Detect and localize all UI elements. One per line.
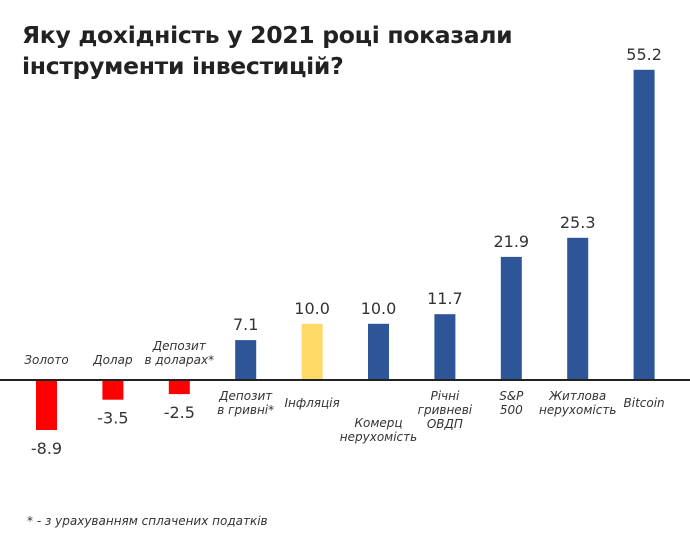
category-label: Інфляція <box>284 396 339 410</box>
category-label-line: нерухомість <box>539 403 616 417</box>
category-label-line: 500 <box>500 403 523 417</box>
bar <box>567 237 589 380</box>
bars-group <box>36 69 655 430</box>
category-label-line: в доларах* <box>144 353 214 367</box>
category-label-line: Долар <box>92 353 133 367</box>
value-label: 7.1 <box>233 315 258 334</box>
bar <box>102 380 124 400</box>
category-label-line: Комерц <box>354 416 402 430</box>
bar <box>301 323 323 380</box>
category-label-line: Річні <box>430 389 460 403</box>
value-label: -3.5 <box>97 409 128 428</box>
category-label-line: нерухомість <box>340 430 417 444</box>
category-label: Комерц нерухомість <box>340 416 417 444</box>
bar <box>434 314 456 380</box>
category-label-line: в гривні* <box>217 403 274 417</box>
category-label-line: Bitcoin <box>624 396 665 410</box>
value-label: -2.5 <box>164 403 195 422</box>
value-label: 10.0 <box>361 299 397 318</box>
value-label: 11.7 <box>427 289 463 308</box>
value-label: -8.9 <box>31 439 62 458</box>
value-label: 55.2 <box>626 45 662 64</box>
category-label: Долар <box>92 353 133 367</box>
category-label-line: Депозит <box>152 339 207 353</box>
bar <box>368 323 389 380</box>
bar <box>500 256 522 380</box>
chart-title: Яку дохідність у 2021 році показали інст… <box>22 21 513 80</box>
category-label: S&P 500 <box>499 389 524 417</box>
category-label-line: ОВДП <box>427 417 463 431</box>
value-label: 25.3 <box>560 213 596 232</box>
category-label: Депозит в доларах* <box>144 339 214 367</box>
value-labels-group: -8.9 -3.5 -2.5 7.1 10.0 10.0 11.7 21.9 25.3 55.2 <box>31 45 662 458</box>
bar <box>36 380 57 430</box>
category-label: Bitcoin <box>624 396 665 410</box>
category-label: Депозит в гривні* <box>217 389 274 417</box>
bar <box>633 69 655 381</box>
value-label: 10.0 <box>294 299 330 318</box>
bar <box>235 340 257 380</box>
category-label-line: Золото <box>24 353 68 367</box>
footnote: * - з урахуванням сплачених податків <box>27 514 268 528</box>
category-label-line: гривневі <box>418 403 473 417</box>
value-label: 21.9 <box>493 232 529 251</box>
category-label: Річні гривневі ОВДП <box>418 389 473 431</box>
category-label-line: Житлова <box>548 389 606 403</box>
bar <box>168 380 190 395</box>
category-label: Золото <box>24 353 68 367</box>
category-label-line: Депозит <box>218 389 273 403</box>
category-label-line: Інфляція <box>284 396 339 410</box>
category-label: Житлова нерухомість <box>539 389 616 417</box>
category-label-line: S&P <box>499 389 524 403</box>
